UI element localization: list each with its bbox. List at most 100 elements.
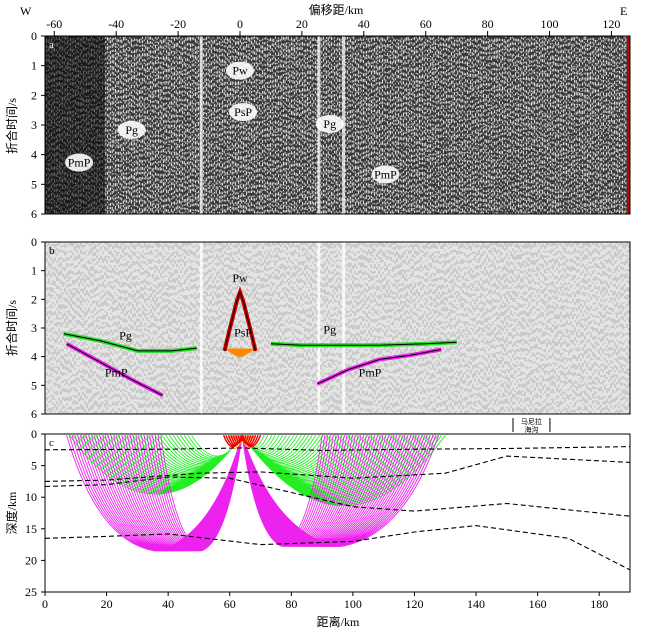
y-axis-tick-label: 5 <box>31 378 37 392</box>
y-axis-tick-label: 4 <box>31 148 37 162</box>
panel-b-seismic-traces <box>45 242 630 414</box>
phase-label-halo <box>117 120 146 139</box>
panel-c-frame <box>44 433 631 593</box>
panel-a-west-shadow <box>45 36 105 214</box>
panel-a-trace-texture <box>45 36 630 214</box>
phase-label: PmP <box>105 366 128 380</box>
y-axis-tick-label: 5 <box>31 177 37 191</box>
pg-model-curve <box>63 333 197 352</box>
phase-label: Pw <box>232 64 248 78</box>
pw-ray-fan <box>222 435 262 448</box>
panel-a-letter: a <box>49 39 54 51</box>
x-axis-tick-label: 140 <box>467 597 485 611</box>
x-axis-tick-label: 20 <box>101 597 113 611</box>
panel-c-xlabel: 距离/km <box>317 614 360 629</box>
phase-label: Pg <box>119 328 132 342</box>
x-axis-tick-label: 100 <box>344 597 362 611</box>
panel-b-bright-trace <box>317 242 321 414</box>
top-axis-tick-label: -20 <box>170 17 186 31</box>
y-axis-tick-label: 10 <box>25 490 37 504</box>
panel-a-east-edge <box>627 36 630 214</box>
panel-c-ylabel: 深度/km <box>4 491 19 534</box>
y-axis-tick-label: 25 <box>25 585 37 599</box>
phase-label: PsP <box>234 326 252 340</box>
y-axis-tick-label: 15 <box>25 522 37 536</box>
panel-b-bright-trace <box>342 242 346 414</box>
x-axis-tick-label: 120 <box>405 597 423 611</box>
panel-a-seismic-traces <box>45 36 630 214</box>
panel-c-rays <box>66 435 446 552</box>
phase-label-halo <box>229 103 258 122</box>
y-axis-tick-label: 6 <box>31 207 37 221</box>
y-axis-tick-label: 4 <box>31 350 37 364</box>
phase-label: PmP <box>359 366 382 380</box>
y-axis-tick-label: 20 <box>25 553 37 567</box>
phase-label: PmP <box>374 167 397 181</box>
top-axis-tick-label: 80 <box>482 17 494 31</box>
pw-model-curve <box>224 290 256 352</box>
phase-label-halo <box>371 165 400 184</box>
y-axis-tick-label: 1 <box>31 59 37 73</box>
panel-b: b 0 1 2 3 4 5 6 Pw PsP Pg Pg PmP PmP 折合时间/s <box>4 235 631 421</box>
panel-b-bright-trace <box>199 242 203 414</box>
top-axis-tick-label: -40 <box>108 17 124 31</box>
y-axis-tick-label: 3 <box>31 118 37 132</box>
panel-b-y-axis: 0 1 2 3 4 5 6 <box>31 235 45 421</box>
panel-a-bright-trace <box>199 36 203 214</box>
phase-label: Pg <box>323 117 336 131</box>
velocity-interface <box>45 525 630 571</box>
phase-label: PsP <box>234 105 252 119</box>
trench-label-line1: 马尼拉 <box>521 417 542 426</box>
y-axis-tick-label: 0 <box>31 235 37 249</box>
psp-ray-fan <box>229 435 255 450</box>
top-axis-tick-label: 0 <box>237 17 243 31</box>
top-axis-title: 偏移距/km <box>309 2 364 17</box>
y-axis-tick-label: 0 <box>31 29 37 43</box>
x-axis-tick-label: 180 <box>590 597 608 611</box>
panel-b-picks <box>63 286 457 398</box>
y-axis-tick-label: 6 <box>31 407 37 421</box>
panel-b-ylabel: 折合时间/s <box>4 300 19 356</box>
pmp-model-curve <box>317 349 442 385</box>
panel-a: a -60 -40 -20 0 20 40 60 80 100 120 0 1 2 3 4 5 6 Pw PsP… <box>4 2 631 221</box>
panel-a-ylabel: 折合时间/s <box>4 98 19 154</box>
x-axis-tick-label: 40 <box>162 597 174 611</box>
panel-c: c 0 20 40 60 80 100 120 140 160 180 0 5 10 15 20 25 马尼… <box>4 417 631 629</box>
panel-c-interfaces <box>45 446 630 571</box>
panel-b-letter: b <box>49 245 55 257</box>
x-axis-tick-label: 80 <box>285 597 297 611</box>
west-label: W <box>20 4 32 18</box>
top-axis-tick-label: 120 <box>602 17 620 31</box>
phase-label-halo <box>226 61 254 80</box>
pg-model-curve <box>270 341 457 346</box>
east-label: E <box>620 4 627 18</box>
phase-label: Pw <box>232 271 248 285</box>
y-axis-tick-label: 2 <box>31 88 37 102</box>
panel-a-top-axis: -60 -40 -20 0 20 40 60 80 100 120 <box>46 17 620 36</box>
top-axis-tick-label: 20 <box>296 17 308 31</box>
y-axis-tick-label: 3 <box>31 321 37 335</box>
panel-a-phase-labels: Pw PsP Pg Pg PmP PmP <box>65 61 400 184</box>
trench-label-line2: 海沟 <box>524 425 538 434</box>
panel-c-letter: c <box>49 437 54 449</box>
pmp-ray-fan <box>66 435 243 552</box>
velocity-interface <box>45 476 630 517</box>
panel-c-x-axis: 0 20 40 60 80 100 120 140 160 180 <box>42 592 608 611</box>
pmp-ray-fan <box>241 435 439 547</box>
psp-pick <box>224 348 256 358</box>
panel-b-phase-labels: Pw PsP Pg Pg PmP PmP <box>105 271 382 380</box>
top-axis-tick-label: 40 <box>358 17 370 31</box>
phase-label: Pg <box>323 323 336 337</box>
top-axis-tick-label: 100 <box>541 17 559 31</box>
y-axis-tick-label: 1 <box>31 264 37 278</box>
pmp-model-curve <box>66 343 163 396</box>
y-axis-tick-label: 0 <box>31 427 37 441</box>
top-axis-tick-label: 60 <box>420 17 432 31</box>
velocity-interface <box>45 446 630 451</box>
phase-label-halo <box>315 114 344 133</box>
x-axis-tick-label: 60 <box>224 597 236 611</box>
phase-label-halo <box>65 153 94 172</box>
panel-a-y-axis: 0 1 2 3 4 5 6 <box>31 29 45 221</box>
